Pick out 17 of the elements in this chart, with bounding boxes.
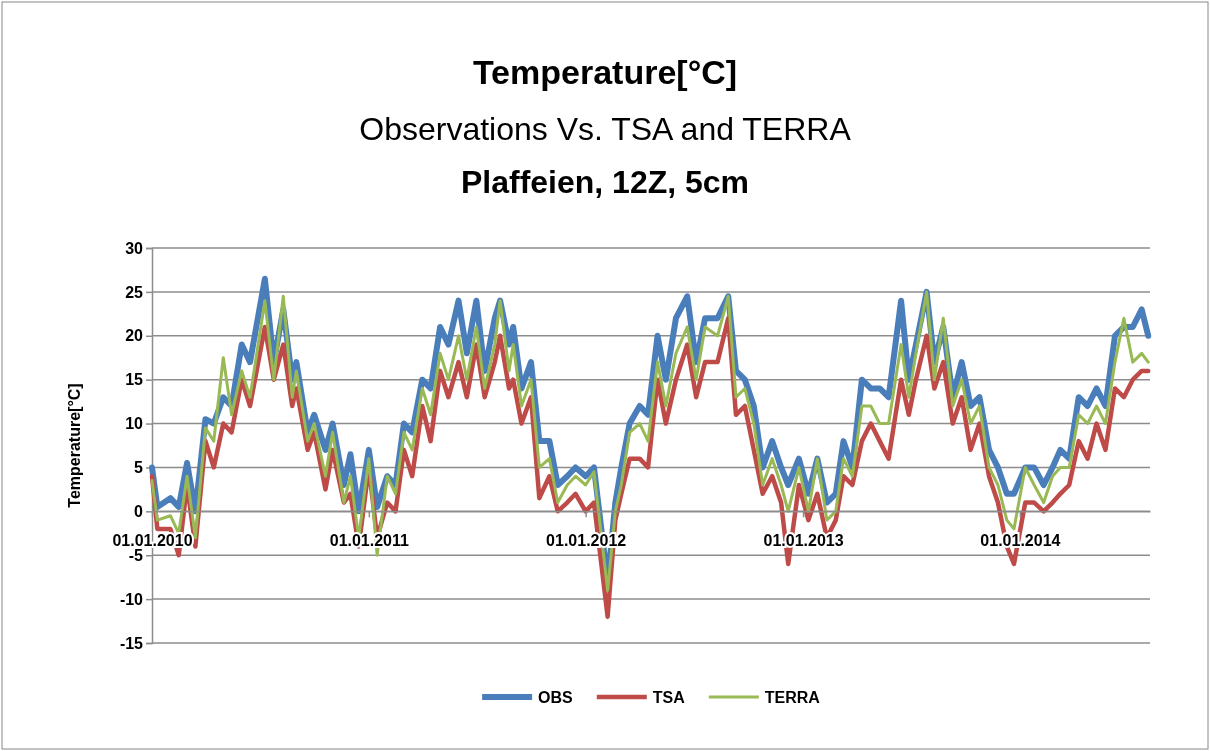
y-tick-label: 5 [134,459,144,477]
y-tick-label: 10 [125,415,144,433]
y-tick-label: 0 [134,502,144,520]
y-tick-label: -10 [119,590,144,608]
chart-subtitle: Observations Vs. TSA and TERRA [359,111,852,147]
y-tick-label: 30 [125,239,144,257]
y-tick-label: -5 [128,546,144,564]
y-tick-label: 20 [125,327,144,345]
y-tick-label: 15 [125,371,144,389]
y-tick-label: -15 [119,634,144,652]
legend-label: TERRA [764,689,821,706]
legend-label: OBS [538,689,574,706]
y-tick-label: 25 [125,283,144,301]
chart-title: Temperature[°C] [472,53,738,91]
y-axis-title: Temperature[°C] [66,383,83,508]
legend-label: TSA [652,689,686,706]
text: Plaffeien, 12Z, 5cm [460,164,750,200]
